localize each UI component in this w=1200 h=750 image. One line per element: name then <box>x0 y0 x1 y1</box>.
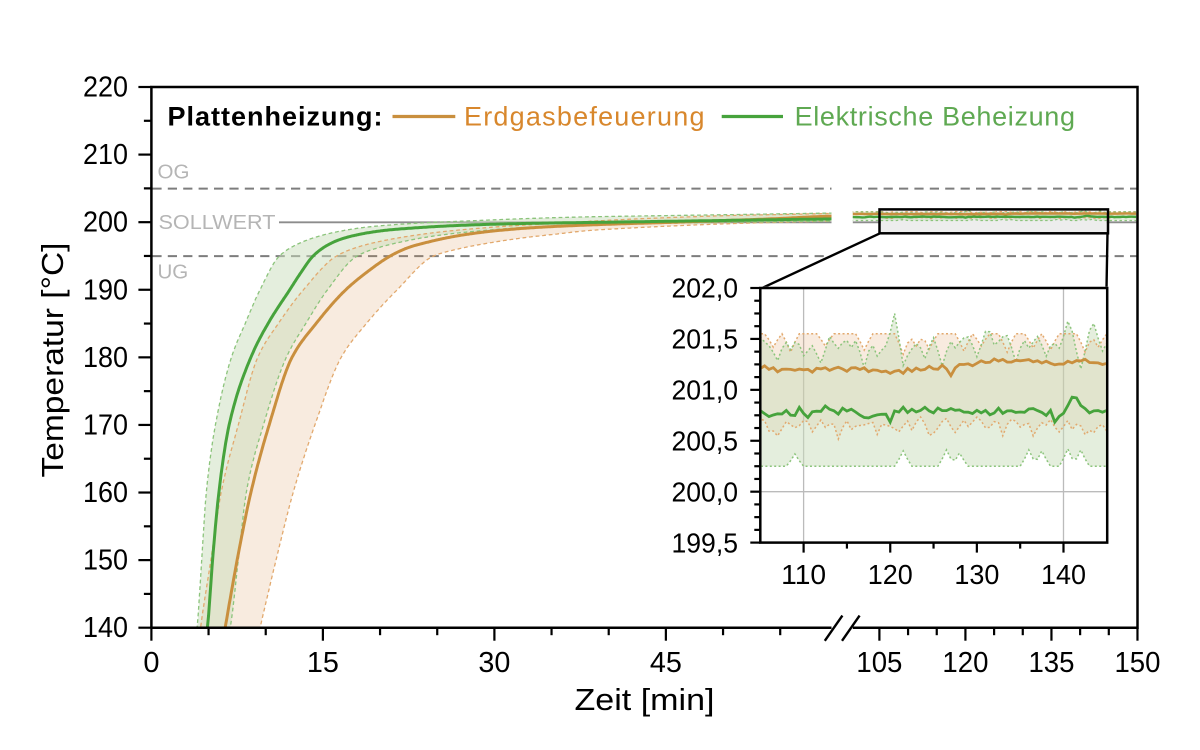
svg-text:45: 45 <box>650 647 682 679</box>
svg-text:202,0: 202,0 <box>672 273 739 304</box>
svg-text:UG: UG <box>158 261 189 284</box>
svg-text:30: 30 <box>478 647 510 679</box>
svg-text:200,0: 200,0 <box>672 476 739 507</box>
svg-text:160: 160 <box>83 477 128 509</box>
svg-text:Temperatur [°C]: Temperatur [°C] <box>35 243 70 478</box>
svg-text:0: 0 <box>143 647 159 679</box>
svg-text:Erdgasbefeuerung: Erdgasbefeuerung <box>464 102 705 132</box>
svg-text:200: 200 <box>83 207 128 239</box>
svg-text:201,0: 201,0 <box>672 375 739 406</box>
svg-text:140: 140 <box>1041 559 1086 590</box>
svg-text:190: 190 <box>83 274 128 306</box>
svg-text:199,5: 199,5 <box>672 527 739 558</box>
svg-text:130: 130 <box>954 559 999 590</box>
svg-text:120: 120 <box>868 559 913 590</box>
svg-text:120: 120 <box>942 647 988 679</box>
svg-text:210: 210 <box>83 139 128 171</box>
svg-text:135: 135 <box>1028 647 1074 679</box>
svg-text:105: 105 <box>856 647 902 679</box>
svg-text:SOLLWERT: SOLLWERT <box>159 211 276 234</box>
svg-text:110: 110 <box>781 559 826 590</box>
svg-text:200,5: 200,5 <box>672 425 739 456</box>
svg-text:220: 220 <box>83 72 128 104</box>
svg-text:150: 150 <box>1114 647 1160 679</box>
svg-text:140: 140 <box>83 612 128 644</box>
svg-text:Plattenheizung:: Plattenheizung: <box>168 102 383 132</box>
svg-text:Zeit [min]: Zeit [min] <box>575 682 715 717</box>
svg-text:180: 180 <box>83 342 128 374</box>
svg-text:Elektrische Beheizung: Elektrische Beheizung <box>795 102 1075 132</box>
svg-text:201,5: 201,5 <box>672 324 739 355</box>
svg-text:170: 170 <box>83 409 128 441</box>
svg-text:15: 15 <box>307 647 339 679</box>
svg-text:150: 150 <box>83 545 128 577</box>
svg-text:OG: OG <box>158 161 190 184</box>
